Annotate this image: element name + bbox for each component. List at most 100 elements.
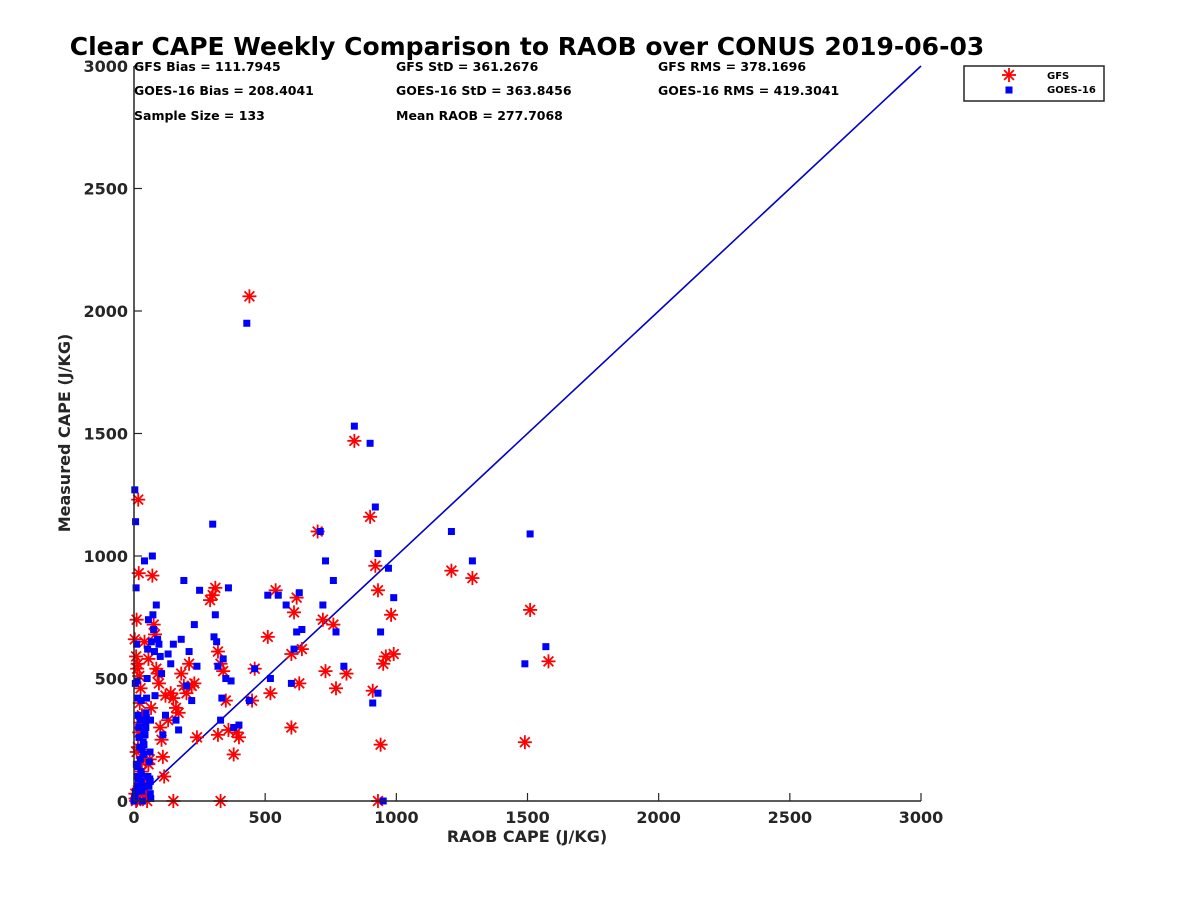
gfs-point [326,617,341,632]
gfs-point [189,730,204,745]
gfs-point [260,629,275,644]
goes-16-point [274,591,282,599]
goes-16-point [329,577,337,584]
y-tick-label: 3000 [83,57,128,76]
gfs-point [444,563,459,578]
goes-16-point [132,584,140,592]
goes-16-point [190,621,198,629]
x-tick-label: 500 [248,808,281,827]
goes-16-point [152,601,160,609]
goes-16-point [141,728,149,736]
goes-16-point [350,422,358,430]
goes-16-point [287,679,295,687]
gfs-point [368,558,383,573]
goes-16-point [182,682,190,690]
y-axis-label: Measured CAPE (J/KG) [55,334,74,533]
goes-16-point [218,694,226,702]
goes-16-point [340,662,348,670]
goes-16-point [146,790,154,798]
goes-16-point [164,650,172,658]
goes-16-point [180,577,188,584]
y-tick-label: 1500 [83,425,128,444]
gfs-point [174,666,189,681]
goes-16-point [377,628,385,636]
goes-16-point [144,616,152,624]
goes-16-point [143,675,151,682]
goes-16-point [142,714,150,722]
y-tick-label: 0 [117,792,128,811]
goes-16-point [132,787,140,795]
goes-16-point [155,640,163,648]
goes-16-point [139,738,147,746]
goes-16-point [151,692,159,700]
goes-16-point [227,677,235,685]
x-tick-label: 0 [128,808,139,827]
goes-16-point [222,675,230,682]
goes-16-point [332,628,340,636]
gfs-point [231,730,246,745]
goes-16-point [131,679,139,687]
goes-16-point [193,662,201,670]
gfs-std-text: GFS StD = 361.2676 [396,59,539,74]
gfs-point [155,749,170,764]
goes-16-point [371,503,379,511]
gfs-point [208,580,223,595]
gfs-point [315,612,330,627]
gfs-point [523,602,538,617]
sample-size-text: Sample Size = 133 [134,108,265,123]
goes-16-point [146,777,154,785]
gfs-point [226,747,241,762]
goes-16-point [144,773,152,780]
goes-16-point [172,716,180,724]
goes-16-point [264,591,272,599]
gfs-point [151,676,166,691]
goes-16-point [526,530,534,538]
goes-16-series [130,319,550,805]
goes-16-point [235,721,243,729]
y-tick-label: 2000 [83,302,128,321]
legend: GFS GOES-16 [963,65,1105,102]
legend-goes-label: GOES-16 [1047,85,1096,96]
x-tick-label: 2000 [636,808,681,827]
goes-16-point [150,626,158,633]
gfs-point [318,664,333,679]
goes-16-point [468,557,476,565]
goes-16-point [137,770,145,778]
goes-16-point [319,601,327,609]
goes-16-point [209,520,217,528]
gfs-point [328,681,343,696]
goes-16-point [148,552,156,560]
one-to-one-line [133,65,922,802]
gfs-point [287,605,302,620]
legend-gfs-asterisk [1002,68,1016,82]
gfs-point [179,686,194,701]
legend-goes-marker [1005,86,1013,94]
goes-16-point [147,795,155,803]
gfs-point [141,651,156,666]
goes-16-point [136,755,144,763]
goes-16-point [219,655,227,663]
legend-gfs-marker [1002,68,1016,82]
gfs-point [386,647,401,661]
x-tick-label: 3000 [899,808,944,827]
gfs-point [131,492,146,507]
goes-16-point [135,733,143,741]
gfs-bias-text: GFS Bias = 111.7945 [134,59,281,74]
goes-16-point [369,699,377,707]
goes-16-point [143,694,151,702]
goes-16-point [167,660,175,668]
goes-16-point [147,716,155,724]
goes-16-point [447,528,455,535]
legend-goes-square [1005,86,1013,94]
goes-16-point [290,645,298,653]
goes-16-point [169,640,177,648]
goes-16-point [133,640,141,648]
goes-16-point [230,724,238,731]
goes-16-point [175,726,183,734]
goes-16-point [137,697,145,705]
gfs-point [363,509,378,524]
gfs-point [210,727,225,742]
goes-16-point [224,584,232,592]
goes-16-point [134,711,142,719]
